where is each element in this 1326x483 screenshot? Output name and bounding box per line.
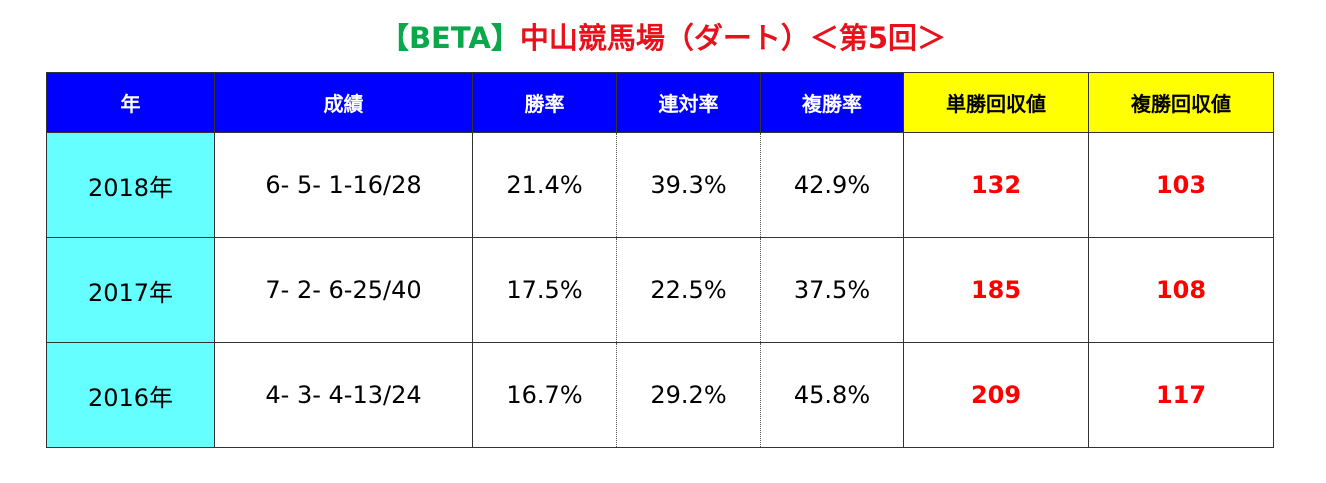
- table-row: 2018年 6- 5- 1-16/28 21.4% 39.3% 42.9% 13…: [46, 132, 1274, 238]
- win-rate-cell: 16.7%: [472, 342, 617, 448]
- title-beta-tag: 【BETA】: [379, 21, 520, 55]
- place-return-cell: 108: [1088, 237, 1274, 343]
- year-cell: 2018年: [46, 132, 215, 238]
- header-place-return: 複勝回収値: [1088, 72, 1274, 133]
- table-header-row: 年 成績 勝率 連対率 複勝率 単勝回収値 複勝回収値: [46, 72, 1274, 133]
- win-rate-cell: 21.4%: [472, 132, 617, 238]
- table-row: 2017年 7- 2- 6-25/40 17.5% 22.5% 37.5% 18…: [46, 237, 1274, 343]
- win-return-cell: 132: [903, 132, 1089, 238]
- top2-rate-cell: 22.5%: [616, 237, 761, 343]
- win-rate-cell: 17.5%: [472, 237, 617, 343]
- top2-rate-cell: 29.2%: [616, 342, 761, 448]
- top3-rate-cell: 37.5%: [760, 237, 904, 343]
- header-top2-rate: 連対率: [616, 72, 761, 133]
- title-main-text: 中山競馬場（ダート）＜第5回＞: [519, 21, 947, 55]
- top3-rate-cell: 45.8%: [760, 342, 904, 448]
- stats-table: 年 成績 勝率 連対率 複勝率 単勝回収値 複勝回収値 2018年 6- 5- …: [46, 72, 1274, 448]
- header-top3-rate: 複勝率: [760, 72, 904, 133]
- page-title: 【BETA】中山競馬場（ダート）＜第5回＞: [0, 14, 1326, 62]
- header-win-return: 単勝回収値: [903, 72, 1089, 133]
- year-cell: 2017年: [46, 237, 215, 343]
- top3-rate-cell: 42.9%: [760, 132, 904, 238]
- record-cell: 6- 5- 1-16/28: [214, 132, 473, 238]
- win-return-cell: 185: [903, 237, 1089, 343]
- header-year: 年: [46, 72, 215, 133]
- header-record: 成績: [214, 72, 473, 133]
- place-return-cell: 103: [1088, 132, 1274, 238]
- place-return-cell: 117: [1088, 342, 1274, 448]
- win-return-cell: 209: [903, 342, 1089, 448]
- record-cell: 4- 3- 4-13/24: [214, 342, 473, 448]
- year-cell: 2016年: [46, 342, 215, 448]
- record-cell: 7- 2- 6-25/40: [214, 237, 473, 343]
- top2-rate-cell: 39.3%: [616, 132, 761, 238]
- table-row: 2016年 4- 3- 4-13/24 16.7% 29.2% 45.8% 20…: [46, 342, 1274, 448]
- header-win-rate: 勝率: [472, 72, 617, 133]
